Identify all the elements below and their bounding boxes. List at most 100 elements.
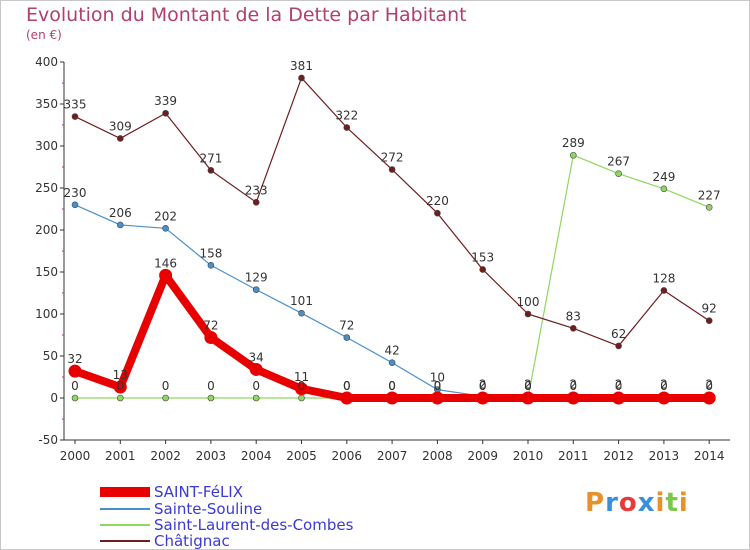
value-label-1: 2 bbox=[705, 377, 713, 391]
y-tick-label: 100 bbox=[35, 307, 58, 321]
value-label-2: 0 bbox=[524, 379, 532, 393]
value-label-0: 0 bbox=[479, 379, 487, 393]
series-point-0 bbox=[159, 268, 173, 282]
series-point-0 bbox=[113, 380, 127, 394]
value-label-0: 34 bbox=[249, 350, 264, 364]
series-point-2 bbox=[660, 185, 668, 193]
series-point-3 bbox=[388, 166, 396, 173]
x-tick-label: 2005 bbox=[286, 449, 317, 463]
series-point-3 bbox=[117, 135, 124, 142]
legend-swatch-saint-felix bbox=[100, 487, 150, 497]
x-tick-label: 2004 bbox=[241, 449, 272, 463]
series-point-0 bbox=[702, 391, 716, 405]
series-point-0 bbox=[295, 382, 308, 396]
series-point-3 bbox=[252, 198, 260, 206]
series-point-1 bbox=[207, 261, 215, 269]
series-point-3 bbox=[524, 310, 532, 318]
y-tick-label: 350 bbox=[35, 97, 58, 111]
legend-label-sainte-souline: Sainte-Souline bbox=[154, 500, 263, 518]
series-point-3 bbox=[615, 342, 622, 350]
value-label-1: 158 bbox=[199, 246, 222, 260]
legend-label-saint-laurent-des-combes: Saint-Laurent-des-Combes bbox=[154, 516, 354, 534]
value-label-3: 309 bbox=[109, 119, 132, 133]
x-tick-label: 2010 bbox=[513, 449, 544, 463]
x-tick-label: 2008 bbox=[422, 449, 453, 463]
value-label-3: 339 bbox=[154, 94, 177, 108]
value-label-2: 0 bbox=[343, 379, 351, 393]
value-label-2: 0 bbox=[434, 379, 442, 393]
value-label-1: 230 bbox=[64, 186, 87, 200]
value-label-0: 0 bbox=[615, 379, 623, 393]
series-point-2 bbox=[569, 151, 577, 159]
value-label-2: 0 bbox=[71, 379, 79, 393]
proxiti-logo: Proxiti bbox=[585, 488, 689, 518]
value-label-1: 10 bbox=[430, 371, 445, 385]
value-label-0: 32 bbox=[67, 352, 82, 366]
value-label-1: 2 bbox=[479, 377, 487, 391]
series-point-3 bbox=[705, 317, 713, 325]
series-point-0 bbox=[521, 391, 535, 405]
series-line-1 bbox=[74, 204, 710, 397]
legend-swatch-chatignac bbox=[100, 540, 150, 542]
series-point-3 bbox=[298, 74, 305, 82]
legend-label-chatignac: Châtignac bbox=[154, 532, 230, 550]
x-tick-label: 2006 bbox=[332, 449, 363, 463]
logo-letter: i bbox=[655, 488, 666, 518]
value-label-0: 0 bbox=[343, 379, 351, 393]
series-point-0 bbox=[476, 391, 490, 405]
y-tick-label: 300 bbox=[35, 139, 58, 153]
series-point-2 bbox=[162, 394, 169, 402]
value-label-0: 0 bbox=[388, 379, 396, 393]
value-label-3: 92 bbox=[702, 302, 717, 316]
x-tick-label: 2007 bbox=[377, 449, 408, 463]
logo-letter: t bbox=[665, 488, 679, 518]
value-label-0: 11 bbox=[294, 370, 309, 384]
value-label-3: 271 bbox=[199, 151, 222, 165]
value-label-3: 128 bbox=[652, 271, 675, 285]
series-point-3 bbox=[479, 266, 487, 273]
value-label-1: 2 bbox=[660, 377, 668, 391]
value-label-2: 0 bbox=[388, 379, 396, 393]
value-label-0: 0 bbox=[434, 379, 442, 393]
series-point-1 bbox=[71, 201, 79, 209]
y-tick-label: 50 bbox=[43, 349, 58, 363]
series-point-3 bbox=[434, 209, 441, 217]
series-point-3 bbox=[660, 287, 668, 294]
logo-letter: P bbox=[585, 488, 606, 518]
series-point-1 bbox=[388, 359, 396, 367]
series-point-2 bbox=[298, 394, 305, 402]
value-label-2: 0 bbox=[162, 379, 170, 393]
series-point-0 bbox=[249, 362, 263, 376]
legend-swatch-sainte-souline bbox=[100, 508, 150, 510]
x-tick-label: 2001 bbox=[105, 449, 136, 463]
series-point-0 bbox=[657, 391, 671, 405]
x-tick-label: 2011 bbox=[558, 449, 589, 463]
logo-letter: x bbox=[637, 488, 656, 518]
value-label-1: 72 bbox=[339, 319, 354, 333]
series-point-0 bbox=[612, 391, 626, 405]
value-label-3: 322 bbox=[335, 109, 358, 123]
series-point-3 bbox=[343, 124, 351, 131]
logo-letter: o bbox=[618, 488, 638, 518]
value-label-0: 0 bbox=[569, 379, 577, 393]
value-label-2: 267 bbox=[607, 155, 630, 169]
value-label-1: 206 bbox=[109, 206, 132, 220]
value-label-3: 272 bbox=[381, 151, 404, 165]
value-label-0: 13 bbox=[113, 368, 128, 382]
x-tick-label: 2002 bbox=[150, 449, 181, 463]
series-point-1 bbox=[343, 334, 351, 341]
value-label-0: 146 bbox=[154, 256, 177, 270]
value-label-2: 0 bbox=[207, 379, 215, 393]
value-label-1: 2 bbox=[615, 377, 623, 391]
series-point-0 bbox=[566, 391, 580, 405]
x-tick-label: 2009 bbox=[467, 449, 498, 463]
value-label-1: 2 bbox=[569, 377, 577, 391]
value-label-3: 335 bbox=[64, 98, 87, 112]
value-label-3: 100 bbox=[517, 295, 540, 309]
x-tick-label: 2014 bbox=[694, 449, 725, 463]
value-label-0: 0 bbox=[660, 379, 668, 393]
series-point-0 bbox=[385, 391, 399, 405]
y-tick-label: 200 bbox=[35, 223, 58, 237]
value-label-3: 220 bbox=[426, 194, 449, 208]
